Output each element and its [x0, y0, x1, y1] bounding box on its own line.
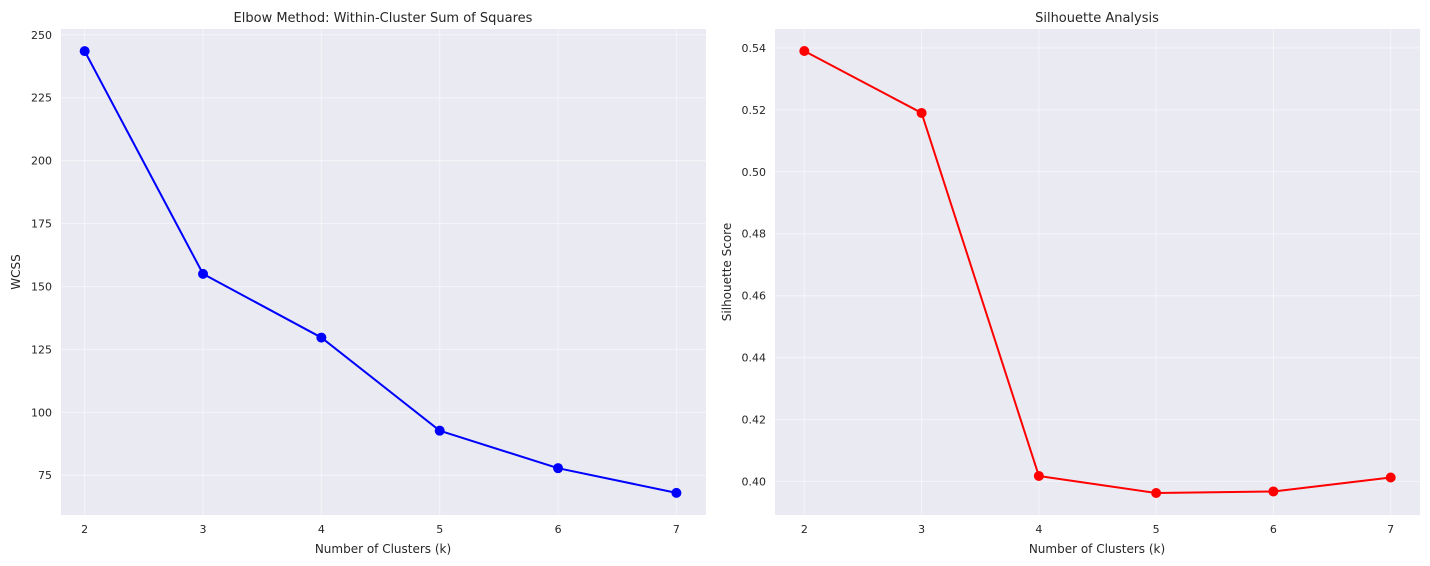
silhouette-data-point	[1385, 472, 1396, 483]
silhouette-y-tick-label: 0.44	[742, 352, 767, 365]
silhouette-x-tick-label: 4	[1035, 523, 1042, 536]
silhouette-ticks: 2 3 4 5 6 7 0.40 0.42 0.44 0.46 0.48 0.50 0.52 0.54	[742, 42, 1395, 536]
elbow-plot-area	[61, 29, 706, 515]
silhouette-y-tick-label: 0.54	[742, 42, 767, 55]
elbow-y-tick-label: 75	[38, 469, 52, 482]
elbow-x-axis-label: Number of Clusters (k)	[315, 542, 451, 556]
elbow-series-line	[83, 50, 677, 494]
silhouette-series	[799, 45, 1396, 499]
elbow-chart: 2 3 4 5 6 7 75 100 125 150 175 200 225 250 Elbow Meth…	[9, 11, 706, 556]
elbow-ticks: 2 3 4 5 6 7 75 100 125 150 175 200 225 250	[31, 29, 680, 536]
elbow-y-tick-label: 200	[31, 155, 52, 168]
silhouette-y-tick-label: 0.42	[742, 414, 767, 427]
silhouette-x-axis-label: Number of Clusters (k)	[1029, 542, 1165, 556]
elbow-y-axis-label: WCSS	[9, 254, 23, 289]
elbow-x-tick-label: 4	[318, 523, 325, 536]
elbow-y-tick-label: 225	[31, 92, 52, 105]
silhouette-y-tick-label: 0.40	[742, 476, 767, 489]
silhouette-plot-area	[775, 29, 1420, 515]
elbow-y-tick-label: 125	[31, 343, 52, 356]
elbow-y-tick-label: 250	[31, 29, 52, 42]
silhouette-series-line	[803, 50, 1391, 495]
elbow-x-tick-label: 5	[436, 523, 443, 536]
silhouette-y-tick-label: 0.52	[742, 104, 767, 117]
elbow-data-point	[316, 332, 327, 343]
elbow-data-point	[434, 425, 445, 436]
silhouette-chart: 2 3 4 5 6 7 0.40 0.42 0.44 0.46 0.48 0.50 0.52 0.54 S…	[720, 11, 1420, 556]
silhouette-y-tick-label: 0.48	[742, 228, 767, 241]
silhouette-data-point	[799, 45, 810, 56]
elbow-y-tick-label: 100	[31, 406, 52, 419]
elbow-x-tick-label: 3	[200, 523, 207, 536]
elbow-grid	[61, 29, 706, 515]
silhouette-chart-title: Silhouette Analysis	[1035, 11, 1159, 26]
elbow-y-tick-label: 175	[31, 218, 52, 231]
silhouette-y-axis-label: Silhouette Score	[720, 223, 734, 321]
elbow-series	[79, 46, 682, 498]
elbow-x-tick-label: 6	[555, 523, 562, 536]
silhouette-x-tick-label: 3	[918, 523, 925, 536]
silhouette-grid	[775, 29, 1420, 515]
silhouette-x-tick-label: 5	[1153, 523, 1160, 536]
elbow-y-tick-label: 150	[31, 280, 52, 293]
elbow-data-point	[671, 487, 682, 498]
silhouette-data-point	[1268, 486, 1279, 497]
silhouette-data-point	[1033, 470, 1044, 481]
elbow-data-point	[553, 463, 564, 474]
elbow-x-tick-label: 7	[673, 523, 680, 536]
elbow-chart-title: Elbow Method: Within-Cluster Sum of Squa…	[234, 11, 533, 26]
silhouette-data-point	[1151, 488, 1162, 499]
silhouette-x-tick-label: 2	[801, 523, 808, 536]
elbow-x-tick-label: 2	[81, 523, 88, 536]
elbow-data-point	[198, 268, 209, 279]
silhouette-y-tick-label: 0.46	[742, 290, 767, 303]
silhouette-x-tick-label: 7	[1387, 523, 1394, 536]
elbow-data-point	[79, 46, 90, 57]
silhouette-x-tick-label: 6	[1270, 523, 1277, 536]
silhouette-data-point	[916, 107, 927, 118]
silhouette-y-tick-label: 0.50	[742, 166, 767, 179]
